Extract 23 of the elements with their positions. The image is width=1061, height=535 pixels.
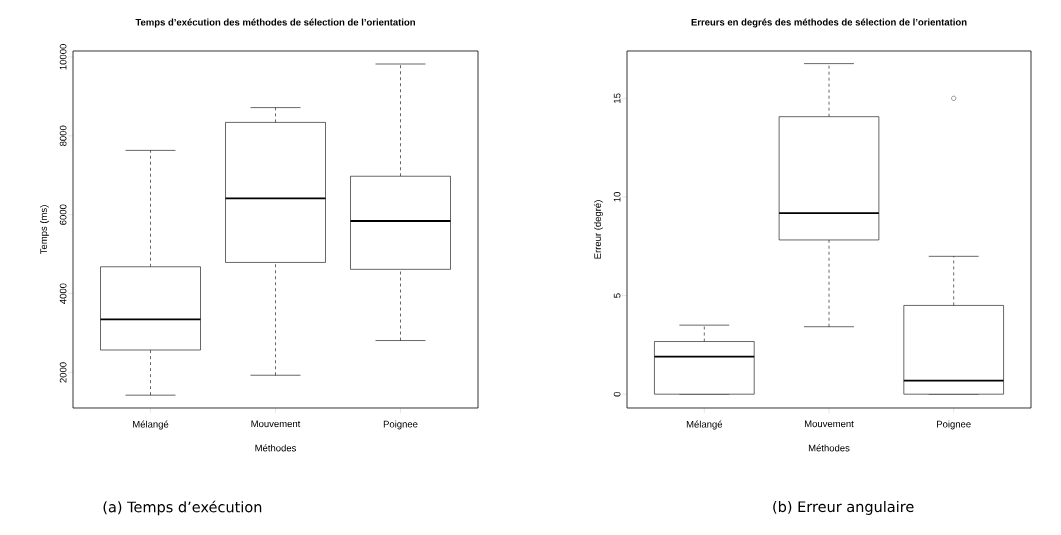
y-tick-label: 10	[613, 192, 621, 202]
chart-title: Temps d’exécution des méthodes de sélection de l’orientation	[135, 18, 415, 28]
y-axis-title: Temps (ms)	[40, 205, 49, 255]
y-tick-label: 15	[613, 93, 621, 103]
y-tick-label: 0	[613, 391, 621, 397]
x-tick-label: Poignee	[383, 420, 418, 430]
y-tick-label: 6000	[59, 204, 67, 225]
y-tick-label: 4000	[59, 283, 67, 304]
chart-title: Erreurs en degrés des méthodes de sélection de l’orientation	[691, 18, 967, 28]
x-tick-label: Mélangé	[686, 420, 723, 430]
x-tick-label: Mélangé	[133, 420, 169, 430]
text: (b) Erreur angulaire	[773, 500, 914, 515]
x-axis-title: Méthodes	[255, 444, 297, 452]
x-tick-label: Mouvement	[251, 420, 301, 428]
x-axis-title: Méthodes	[808, 444, 850, 452]
y-tick-label: 10000	[59, 44, 67, 70]
x-tick-label: Mouvement	[804, 420, 854, 428]
y-tick-label: 5	[613, 293, 621, 298]
y-axis-title: Erreur (degré)	[593, 200, 603, 259]
y-tick-label: 2000	[59, 362, 67, 383]
text: (a) Temps d’exécution	[103, 500, 262, 516]
x-tick-label: Poignee	[937, 420, 971, 430]
y-tick-label: 8000	[59, 125, 67, 146]
